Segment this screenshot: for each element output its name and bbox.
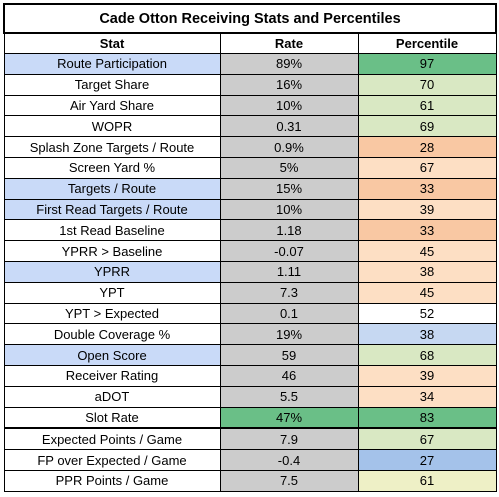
header-percentile: Percentile bbox=[357, 32, 497, 54]
percentile-cell: 69 bbox=[357, 115, 497, 138]
stat-cell: Slot Rate bbox=[3, 406, 221, 429]
percentile-cell: 28 bbox=[357, 136, 497, 158]
rate-cell: 10% bbox=[219, 198, 359, 221]
table-row: WOPR 0.31 69 bbox=[3, 115, 497, 138]
table-row: Slot Rate 47% 83 bbox=[3, 406, 497, 429]
percentile-cell: 67 bbox=[357, 156, 497, 179]
table-row: Route Participation 89% 97 bbox=[3, 53, 497, 75]
header-rate: Rate bbox=[219, 32, 359, 54]
table-row: Target Share 16% 70 bbox=[3, 73, 497, 96]
table-row: Targets / Route 15% 33 bbox=[3, 177, 497, 200]
rate-cell: 0.1 bbox=[219, 302, 359, 325]
percentile-cell: 45 bbox=[357, 281, 497, 304]
table-row: YPT 7.3 45 bbox=[3, 281, 497, 304]
table-body: Route Participation 89% 97 Target Share 16% 7… bbox=[3, 53, 497, 492]
rate-cell: 0.31 bbox=[219, 115, 359, 138]
table-row: aDOT 5.5 34 bbox=[3, 385, 497, 408]
rate-cell: -0.07 bbox=[219, 240, 359, 262]
percentile-cell: 38 bbox=[357, 323, 497, 346]
stat-cell: aDOT bbox=[3, 385, 221, 408]
table-row: FP over Expected / Game -0.4 27 bbox=[3, 449, 497, 471]
table-row: Double Coverage % 19% 38 bbox=[3, 323, 497, 346]
rate-cell: 19% bbox=[219, 323, 359, 346]
stat-cell: PPR Points / Game bbox=[3, 469, 221, 492]
stat-cell: YPRR bbox=[3, 260, 221, 283]
table-row: Receiver Rating 46 39 bbox=[3, 364, 497, 387]
table-row: Splash Zone Targets / Route 0.9% 28 bbox=[3, 136, 497, 158]
rate-cell: 89% bbox=[219, 53, 359, 75]
percentile-cell: 61 bbox=[357, 94, 497, 117]
stats-table: Cade Otton Receiving Stats and Percentil… bbox=[3, 3, 497, 492]
percentile-cell: 67 bbox=[357, 427, 497, 451]
rate-cell: 1.18 bbox=[219, 219, 359, 242]
percentile-cell: 61 bbox=[357, 469, 497, 492]
stats-table-container: Cade Otton Receiving Stats and Percentil… bbox=[3, 3, 497, 492]
table-row: Expected Points / Game 7.9 67 bbox=[3, 427, 497, 451]
rate-cell: 0.9% bbox=[219, 136, 359, 158]
percentile-cell: 45 bbox=[357, 240, 497, 262]
percentile-cell: 34 bbox=[357, 385, 497, 408]
stat-cell: Receiver Rating bbox=[3, 364, 221, 387]
rate-cell: 10% bbox=[219, 94, 359, 117]
stat-cell: Open Score bbox=[3, 344, 221, 366]
percentile-cell: 39 bbox=[357, 198, 497, 221]
table-row: 1st Read Baseline 1.18 33 bbox=[3, 219, 497, 242]
percentile-cell: 68 bbox=[357, 344, 497, 366]
percentile-cell: 27 bbox=[357, 449, 497, 471]
percentile-cell: 83 bbox=[357, 406, 497, 429]
stat-cell: Target Share bbox=[3, 73, 221, 96]
stat-cell: Expected Points / Game bbox=[3, 427, 221, 451]
table-title: Cade Otton Receiving Stats and Percentil… bbox=[3, 3, 497, 34]
stat-cell: First Read Targets / Route bbox=[3, 198, 221, 221]
stat-cell: Double Coverage % bbox=[3, 323, 221, 346]
rate-cell: 5% bbox=[219, 156, 359, 179]
title-row: Cade Otton Receiving Stats and Percentil… bbox=[3, 3, 497, 34]
table-row: Open Score 59 68 bbox=[3, 344, 497, 366]
rate-cell: 7.3 bbox=[219, 281, 359, 304]
rate-cell: 1.11 bbox=[219, 260, 359, 283]
table-row: Screen Yard % 5% 67 bbox=[3, 156, 497, 179]
percentile-cell: 33 bbox=[357, 219, 497, 242]
stat-cell: WOPR bbox=[3, 115, 221, 138]
table-row: YPRR 1.11 38 bbox=[3, 260, 497, 283]
rate-cell: 5.5 bbox=[219, 385, 359, 408]
rate-cell: 7.5 bbox=[219, 469, 359, 492]
percentile-cell: 33 bbox=[357, 177, 497, 200]
percentile-cell: 38 bbox=[357, 260, 497, 283]
table-row: Air Yard Share 10% 61 bbox=[3, 94, 497, 117]
stat-cell: YPRR > Baseline bbox=[3, 240, 221, 262]
percentile-cell: 97 bbox=[357, 53, 497, 75]
header-row: Stat Rate Percentile bbox=[3, 32, 497, 54]
rate-cell: -0.4 bbox=[219, 449, 359, 471]
rate-cell: 16% bbox=[219, 73, 359, 96]
rate-cell: 7.9 bbox=[219, 427, 359, 451]
stat-cell: Route Participation bbox=[3, 53, 221, 75]
stat-cell: Air Yard Share bbox=[3, 94, 221, 117]
table-row: YPRR > Baseline -0.07 45 bbox=[3, 240, 497, 262]
table-row: First Read Targets / Route 10% 39 bbox=[3, 198, 497, 221]
header-stat: Stat bbox=[3, 32, 221, 54]
stat-cell: YPT bbox=[3, 281, 221, 304]
rate-cell: 15% bbox=[219, 177, 359, 200]
table-row: YPT > Expected 0.1 52 bbox=[3, 302, 497, 325]
percentile-cell: 52 bbox=[357, 302, 497, 325]
percentile-cell: 70 bbox=[357, 73, 497, 96]
rate-cell: 47% bbox=[219, 406, 359, 429]
table-row: PPR Points / Game 7.5 61 bbox=[3, 469, 497, 492]
stat-cell: 1st Read Baseline bbox=[3, 219, 221, 242]
rate-cell: 46 bbox=[219, 364, 359, 387]
stat-cell: Splash Zone Targets / Route bbox=[3, 136, 221, 158]
percentile-cell: 39 bbox=[357, 364, 497, 387]
stat-cell: FP over Expected / Game bbox=[3, 449, 221, 471]
stat-cell: YPT > Expected bbox=[3, 302, 221, 325]
stat-cell: Screen Yard % bbox=[3, 156, 221, 179]
stat-cell: Targets / Route bbox=[3, 177, 221, 200]
rate-cell: 59 bbox=[219, 344, 359, 366]
